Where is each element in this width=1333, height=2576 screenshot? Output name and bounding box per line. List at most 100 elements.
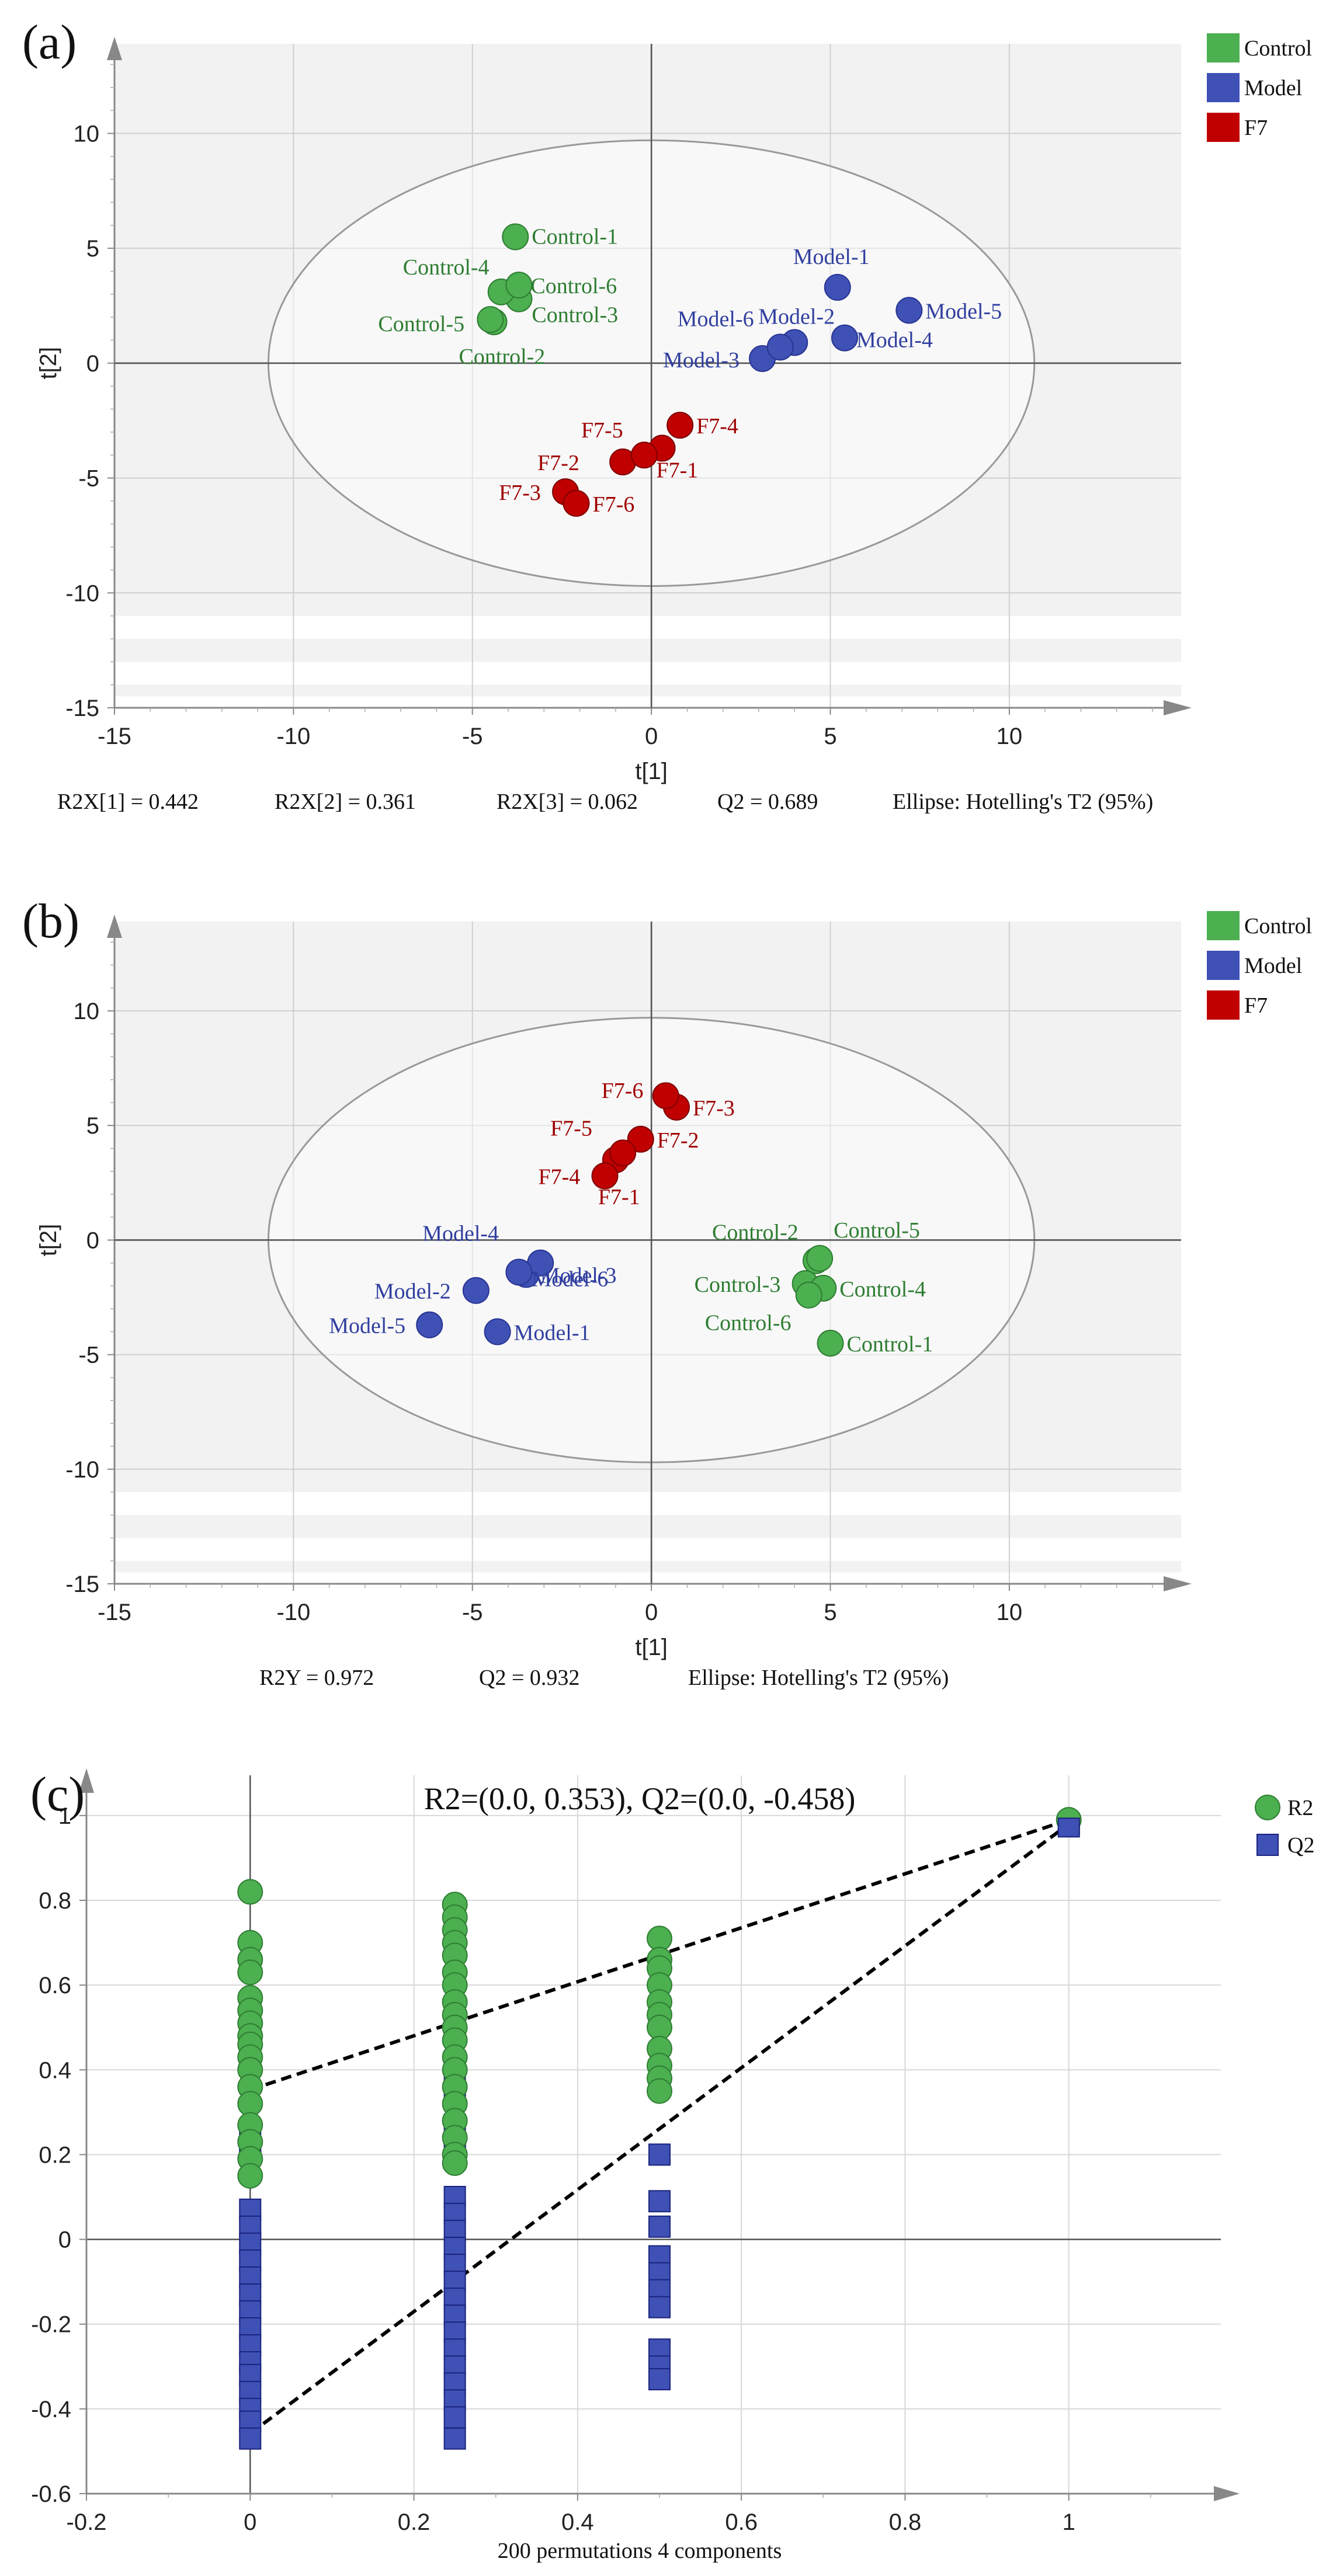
plot-band bbox=[114, 1560, 1181, 1573]
y-tick-label: 10 bbox=[74, 999, 100, 1024]
r2-point bbox=[237, 1959, 263, 1986]
x-tick-label: -5 bbox=[462, 724, 483, 749]
point-model-5 bbox=[416, 1311, 443, 1339]
x-tick-label: -0.2 bbox=[67, 2509, 107, 2535]
x-tick-label: -10 bbox=[276, 1600, 310, 1625]
point-model-6 bbox=[766, 333, 794, 361]
plot-band bbox=[114, 684, 1181, 697]
x-tick-label: 5 bbox=[824, 1600, 836, 1625]
legend-label: Q2 bbox=[1287, 1833, 1314, 1858]
plot-background bbox=[114, 44, 1181, 616]
stat-text: R2X[1] = 0.442 bbox=[57, 790, 199, 814]
x-axis-label: 200 permutations 4 components bbox=[498, 2539, 782, 2563]
point-label: Control-2 bbox=[712, 1221, 799, 1245]
point-label: Control-5 bbox=[378, 312, 464, 336]
stat-text: R2X[3] = 0.062 bbox=[497, 790, 638, 814]
point-control-5 bbox=[477, 306, 504, 333]
point-label: Model-2 bbox=[758, 304, 835, 329]
point-label: Model-1 bbox=[514, 1320, 591, 1345]
stat-text: Q2 = 0.689 bbox=[717, 790, 818, 814]
y-axis-arrow bbox=[107, 915, 122, 938]
y-tick-label: -15 bbox=[65, 1572, 99, 1597]
plot-band bbox=[114, 1515, 1181, 1538]
point-control-1 bbox=[502, 223, 529, 251]
point-label: Control-5 bbox=[834, 1218, 920, 1243]
y-tick-label: -10 bbox=[65, 1457, 99, 1483]
x-axis-arrow bbox=[1164, 700, 1192, 715]
legend-swatch-control bbox=[1207, 911, 1240, 940]
y-tick-label: 10 bbox=[74, 121, 100, 147]
chart-title: R2=(0.0, 0.353), Q2=(0.0, -0.458) bbox=[424, 1781, 856, 1816]
legend-swatch-control bbox=[1207, 33, 1240, 62]
x-tick-label: 0.2 bbox=[398, 2509, 431, 2535]
point-control-1 bbox=[817, 1329, 844, 1357]
point-label: F7-5 bbox=[581, 418, 623, 443]
x-tick-label: 0 bbox=[645, 1600, 658, 1625]
legend-label: Control bbox=[1244, 914, 1312, 938]
point-model-6 bbox=[505, 1259, 533, 1286]
r2-point bbox=[442, 2150, 468, 2176]
y-tick-label: -5 bbox=[78, 1343, 99, 1368]
q2-point bbox=[443, 2406, 466, 2429]
x-tick-label: 0 bbox=[244, 2509, 256, 2535]
plot-band bbox=[114, 638, 1181, 662]
point-label: Control-1 bbox=[532, 224, 618, 249]
x-tick-label: 1 bbox=[1063, 2509, 1075, 2535]
point-control-5 bbox=[806, 1244, 834, 1272]
y-tick-label: -0.6 bbox=[31, 2481, 71, 2507]
point-control-6 bbox=[505, 272, 533, 299]
point-f7-6 bbox=[652, 1082, 679, 1110]
y-tick-label: 0 bbox=[86, 351, 99, 377]
point-label: Model-5 bbox=[329, 1314, 405, 1339]
panel-label: (b) bbox=[22, 894, 79, 948]
x-tick-label: 10 bbox=[997, 1600, 1023, 1625]
point-label: Model-6 bbox=[532, 1267, 608, 1291]
legend-label: Control bbox=[1244, 36, 1312, 61]
legend-label: R2 bbox=[1287, 1796, 1313, 1820]
x-tick-label: -5 bbox=[462, 1600, 483, 1625]
regression-line-q2 bbox=[249, 1822, 1070, 2435]
point-model-2 bbox=[462, 1277, 490, 1304]
y-tick-label: 0.8 bbox=[39, 1888, 71, 1914]
panel-b: -15 -10 -5 0 5 10 -15 -10 -5 0 5 10 t[1] t[2] Control-… bbox=[22, 894, 1312, 1690]
x-tick-label: -10 bbox=[276, 724, 310, 749]
legend-swatch-model bbox=[1207, 951, 1240, 980]
y-tick-label: 0.6 bbox=[39, 1973, 71, 1998]
point-f7-5 bbox=[609, 1139, 637, 1167]
point-label: F7-1 bbox=[657, 458, 699, 482]
y-tick-label: 5 bbox=[86, 1113, 99, 1139]
r2-point bbox=[647, 2078, 672, 2104]
y-tick-label: -0.2 bbox=[31, 2312, 71, 2338]
q2-point bbox=[1057, 1817, 1080, 1838]
x-tick-label: -15 bbox=[98, 724, 131, 749]
stat-text: R2X[2] = 0.361 bbox=[275, 790, 416, 814]
point-model-1 bbox=[824, 274, 851, 301]
y-tick-label: 5 bbox=[86, 236, 99, 262]
point-f7-4 bbox=[666, 412, 694, 439]
q2-point bbox=[648, 2215, 671, 2238]
legend-swatch-model bbox=[1207, 73, 1240, 102]
panel-a: -15 -10 -5 0 5 10 -15 -10 -5 0 5 10 t[1] t[2] Control-… bbox=[22, 15, 1312, 814]
y-tick-label: -15 bbox=[65, 696, 99, 721]
stat-text: Ellipse: Hotelling's T2 (95%) bbox=[893, 790, 1153, 814]
plot-background bbox=[114, 922, 1181, 1493]
legend-r2-marker bbox=[1255, 1795, 1280, 1820]
y-axis-label: t[2] bbox=[36, 347, 61, 380]
r2-point bbox=[237, 1879, 263, 1905]
r2-point bbox=[237, 2163, 263, 2189]
panel-label: (c) bbox=[30, 1767, 85, 1821]
x-axis-arrow bbox=[1164, 1576, 1192, 1591]
point-model-4 bbox=[831, 324, 859, 352]
x-tick-label: 0 bbox=[645, 724, 658, 749]
point-label: F7-5 bbox=[550, 1116, 592, 1141]
y-tick-label: -5 bbox=[78, 466, 99, 492]
point-label: Control-3 bbox=[532, 303, 618, 328]
point-label: Control-4 bbox=[839, 1277, 926, 1302]
point-f7-5 bbox=[630, 441, 658, 469]
q2-point bbox=[648, 2143, 671, 2166]
point-label: F7-4 bbox=[538, 1165, 580, 1190]
point-label: Control-6 bbox=[530, 274, 617, 298]
point-f7-2 bbox=[627, 1125, 654, 1153]
panel-c: -0.2 0 0.2 0.4 0.6 0.8 1 -0.6 -0.4 -0.2 0 0.2 0.4 0.6… bbox=[30, 1767, 1314, 2563]
